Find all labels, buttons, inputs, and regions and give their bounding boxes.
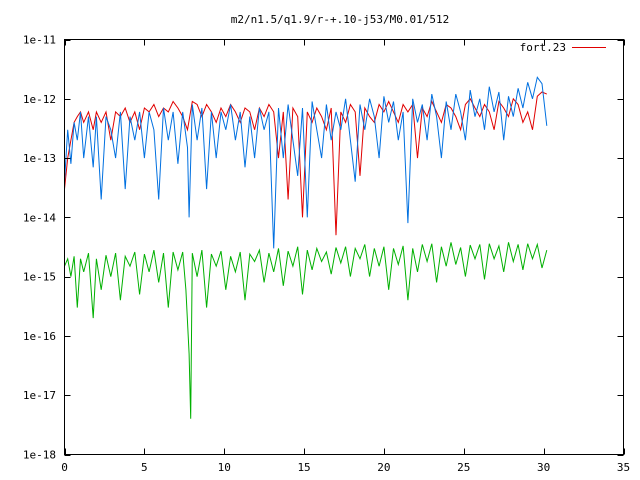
series-line-3 <box>64 242 548 419</box>
y-tick-label: 1e-12 <box>23 93 56 106</box>
ticks-layer <box>64 39 625 456</box>
x-tick-label: 30 <box>537 461 550 474</box>
legend-label-fort23: fort.23 <box>520 41 566 54</box>
y-tick-label: 1e-17 <box>23 389 56 402</box>
plot-frame <box>64 39 624 455</box>
series-layer <box>64 76 548 419</box>
chart-title: m2/n1.5/q1.9/r-+.10-j53/M0.01/512 <box>231 13 450 26</box>
y-tick-label: 1e-16 <box>23 330 56 343</box>
x-tick-label: 25 <box>457 461 470 474</box>
x-tick-label: 10 <box>218 461 231 474</box>
y-tick-label: 1e-14 <box>23 211 56 224</box>
y-tick-label: 1e-11 <box>23 34 56 47</box>
x-tick-label: 0 <box>61 461 68 474</box>
y-tick-label: 1e-13 <box>23 152 56 165</box>
tick-labels: 0 5 10 15 20 25 30 35 1e-18 1e-17 1e-16 1e-15 1e-14 1… <box>23 34 630 475</box>
x-tick-label: 5 <box>141 461 148 474</box>
y-tick-label: 1e-15 <box>23 271 56 284</box>
legend: fort.23 <box>520 41 606 54</box>
x-tick-label: 20 <box>377 461 390 474</box>
x-tick-label: 15 <box>297 461 310 474</box>
x-tick-label: 35 <box>617 461 630 474</box>
series-line-2 <box>64 76 548 249</box>
series-line-1 <box>64 91 548 236</box>
y-tick-label: 1e-18 <box>23 449 56 462</box>
